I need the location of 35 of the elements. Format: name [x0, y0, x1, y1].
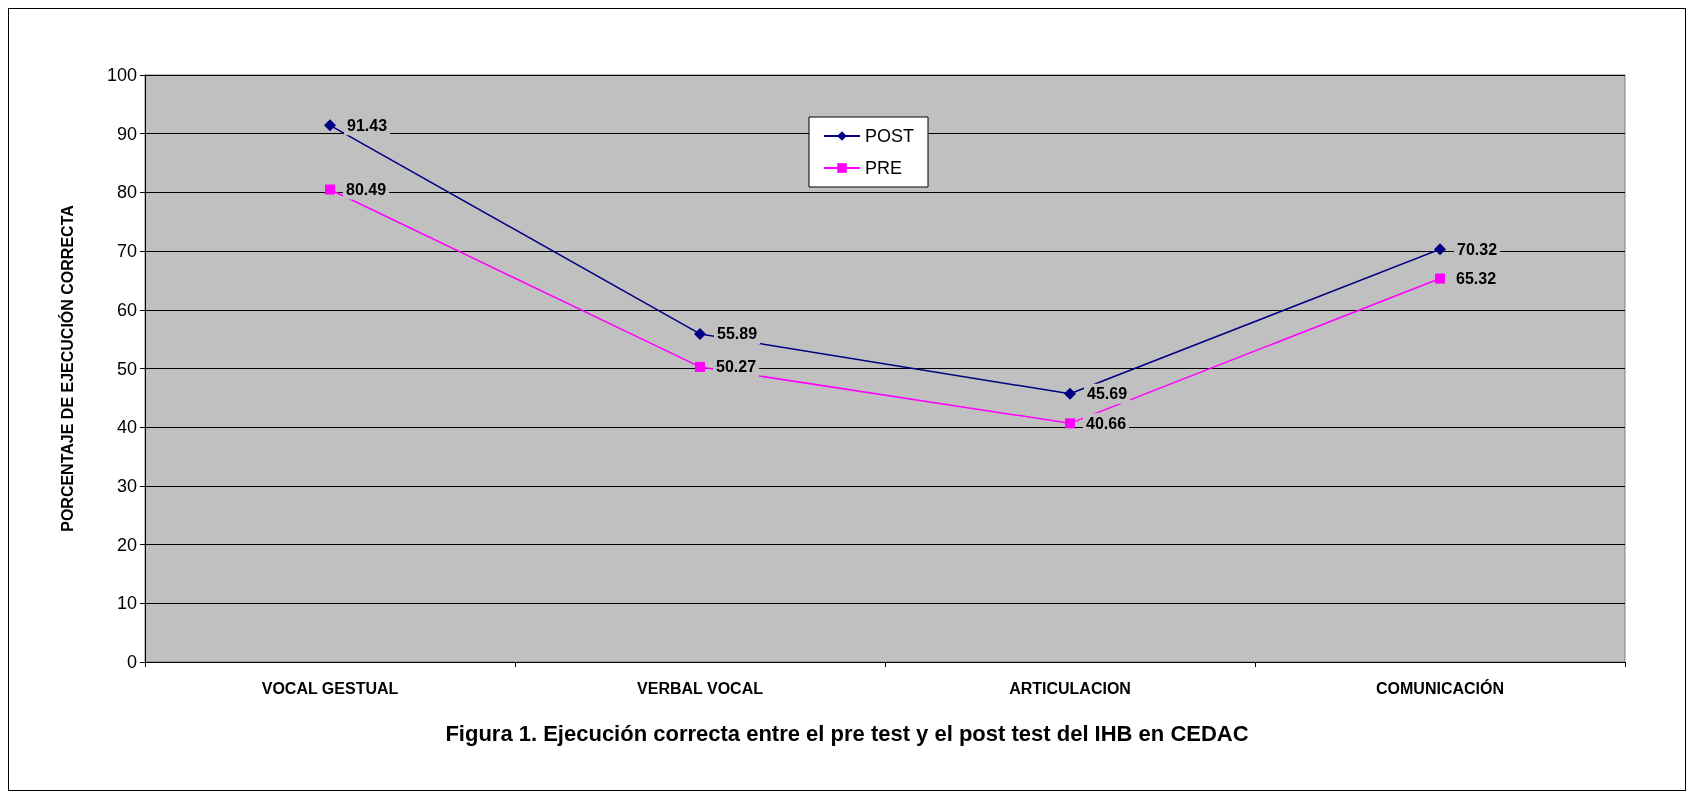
y-tick-label: 20 — [116, 534, 137, 555]
data-label: 65.32 — [1456, 270, 1497, 288]
data-label: 91.43 — [347, 116, 388, 134]
y-tick-label: 80 — [116, 182, 137, 203]
y-tick-label: 90 — [116, 123, 137, 144]
y-tick-label: 30 — [116, 475, 137, 496]
x-tick-label: COMUNICACIÓN — [1376, 678, 1504, 697]
x-tick-label: VERBAL VOCAL — [637, 679, 764, 697]
point — [1434, 243, 1446, 256]
y-tick-label: 0 — [126, 652, 137, 672]
y-tick-label: 60 — [116, 299, 137, 320]
text: Figura 1. Ejecución correcta entre el pre test y el post test del IHB en CEDAC — [445, 720, 1249, 746]
x-tick-label: ARTICULACION — [1009, 679, 1131, 697]
y-tick-label: 40 — [116, 417, 137, 438]
data-label: 45.69 — [1087, 385, 1128, 403]
data-label: 50.27 — [716, 358, 757, 376]
y-tick-label: 10 — [116, 593, 137, 614]
point — [1064, 387, 1076, 400]
point — [324, 119, 336, 132]
data-label: 70.32 — [1457, 240, 1498, 258]
point — [694, 327, 706, 340]
y-tick-label: 100 — [106, 65, 137, 85]
legend-label: POST — [865, 126, 915, 146]
legend-label: PRE — [865, 158, 903, 178]
y-axis-title: PORCENTAJE DE EJECUCIÓN CORRECTA — [57, 204, 76, 532]
data-label: 80.49 — [346, 181, 387, 199]
data-label: 55.89 — [717, 325, 758, 343]
point — [325, 184, 335, 195]
data-label: 40.66 — [1086, 414, 1127, 432]
point — [695, 361, 705, 372]
y-tick-label: 70 — [116, 241, 137, 262]
x-tick-label: VOCAL GESTUAL — [261, 679, 399, 697]
y-tick-label: 50 — [116, 358, 137, 379]
point — [1435, 273, 1445, 284]
point — [1065, 418, 1075, 429]
